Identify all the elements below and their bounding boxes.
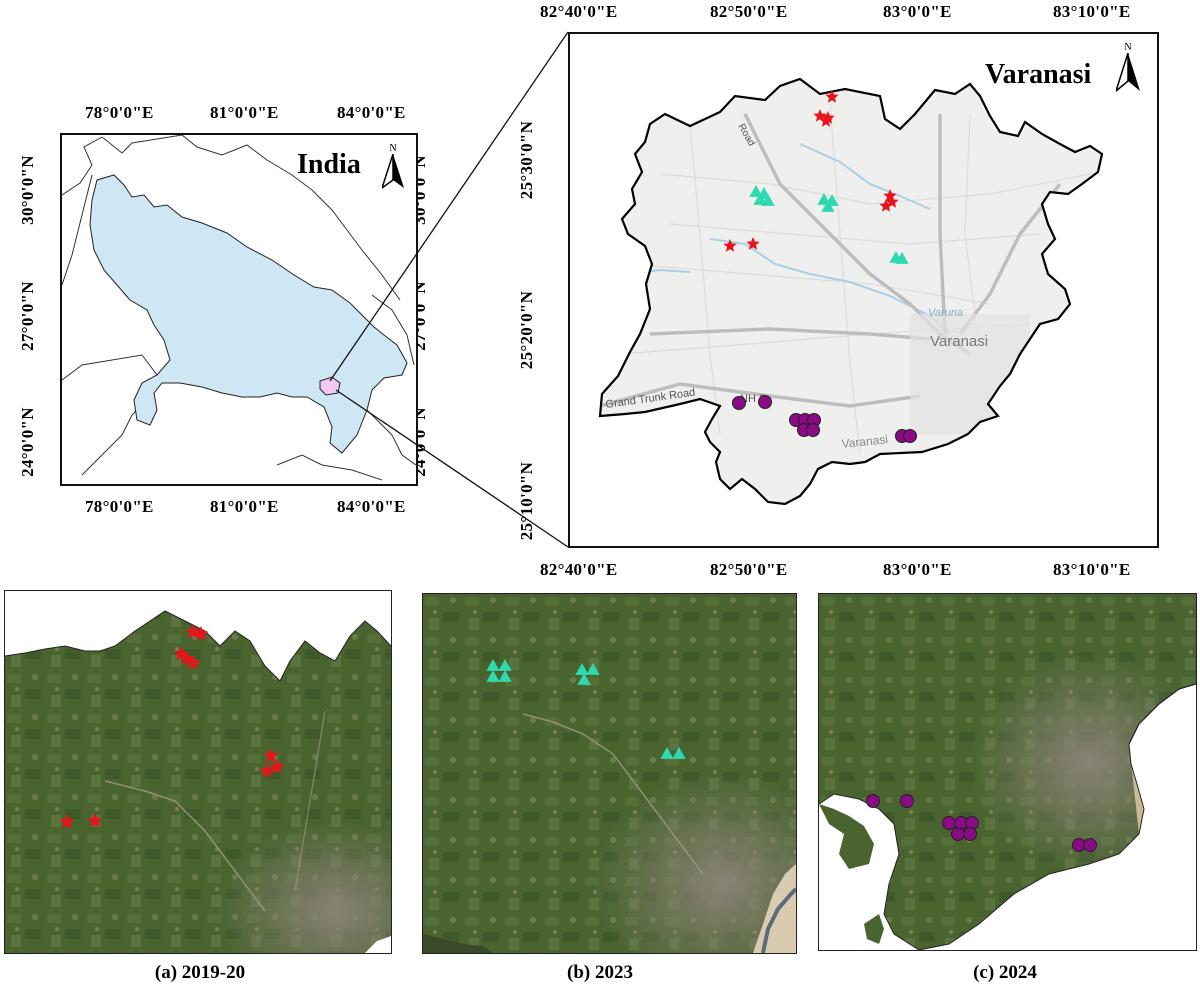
- north-label: N: [389, 143, 397, 154]
- caption-b: (b) 2023: [530, 962, 670, 984]
- caption-a: (a) 2019-20: [120, 962, 280, 984]
- triangle-marker: [660, 747, 674, 759]
- city-label: Varanasi: [930, 333, 988, 350]
- satellite-panel-b: [422, 593, 797, 954]
- circle-marker: [866, 794, 880, 808]
- markers-2024: [866, 794, 1097, 852]
- india-top-tick: 84°0'0"E: [337, 103, 406, 122]
- district-boundary: [598, 77, 1104, 506]
- caption-b-label: (b): [567, 962, 591, 983]
- river-label-varuna: Varuna: [928, 307, 963, 319]
- varanasi-map-frame: Grand Trunk Road NH 2 Road Varuna Varana…: [568, 32, 1159, 548]
- satellite-panel-a: [4, 590, 392, 954]
- india-map-svg: [62, 135, 416, 481]
- star-marker: [185, 655, 201, 670]
- north-arrow: N: [382, 143, 404, 193]
- satellite-a-svg: [5, 591, 391, 953]
- caption-b-year: 2023: [594, 962, 633, 983]
- satellite-b-svg: [423, 594, 796, 953]
- india-map-title: India: [297, 149, 361, 180]
- india-bottom-tick: 81°0'0"E: [210, 497, 279, 516]
- star-marker: [746, 237, 760, 250]
- north-arrow: N: [1116, 42, 1140, 98]
- india-bottom-tick: 84°0'0"E: [337, 497, 406, 516]
- india-top-tick: 78°0'0"E: [85, 103, 154, 122]
- star-marker: [87, 813, 103, 828]
- varanasi-top-tick: 82°50'0"E: [710, 2, 788, 21]
- city-label-secondary: Varanasi: [841, 432, 889, 451]
- north-arrow-icon: [1116, 53, 1140, 92]
- varanasi-left-tick: 25°10'0"N: [517, 461, 537, 541]
- triangle-marker: [498, 659, 512, 671]
- star-marker: [263, 748, 279, 763]
- triangle-marker: [761, 194, 775, 206]
- north-label: N: [1124, 42, 1132, 53]
- star-marker: [885, 195, 899, 208]
- varanasi-top-tick: 83°10'0"E: [1053, 2, 1131, 21]
- triangle-marker: [577, 673, 591, 685]
- star-marker: [825, 90, 839, 103]
- star-marker: [185, 624, 201, 639]
- circle-marker: [1083, 838, 1097, 852]
- star-marker: [59, 814, 75, 829]
- circle-marker: [942, 816, 956, 830]
- triangle-marker: [486, 659, 500, 671]
- satellite-c-svg: [819, 594, 1196, 950]
- triangle-marker: [749, 185, 763, 197]
- varanasi-bottom-tick: 82°50'0"E: [710, 560, 788, 579]
- triangle-marker: [895, 252, 909, 264]
- star-marker: [879, 199, 893, 212]
- caption-a-year: 2019-20: [181, 962, 246, 983]
- circle-marker: [903, 429, 917, 443]
- triangle-marker: [575, 663, 589, 675]
- varanasi-map-svg: Grand Trunk Road NH 2 Road Varuna Varana…: [570, 34, 1157, 546]
- varanasi-bottom-tick: 83°0'0"E: [883, 560, 952, 579]
- varanasi-top-tick: 82°40'0"E: [540, 2, 618, 21]
- varanasi-left-tick: 25°20'0"N: [517, 290, 537, 370]
- india-bottom-tick: 78°0'0"E: [85, 497, 154, 516]
- circle-marker: [900, 794, 914, 808]
- triangle-marker: [672, 747, 686, 759]
- caption-c-year: 2024: [998, 962, 1037, 983]
- triangle-marker: [486, 670, 500, 682]
- circle-marker: [758, 395, 772, 409]
- triangle-marker: [586, 663, 600, 675]
- satellite-panel-c: [818, 593, 1197, 951]
- varanasi-top-tick: 83°0'0"E: [883, 2, 952, 21]
- north-arrow-icon: [382, 154, 404, 189]
- triangle-marker: [498, 670, 512, 682]
- star-marker: [819, 114, 833, 127]
- star-marker: [193, 626, 209, 641]
- triangle-marker: [821, 200, 835, 212]
- circle-marker: [951, 827, 965, 841]
- star-marker: [813, 109, 827, 122]
- neighbour-boundary: [62, 135, 401, 301]
- star-marker: [259, 763, 275, 778]
- india-top-tick: 81°0'0"E: [210, 103, 279, 122]
- caption-c: (c) 2024: [935, 962, 1075, 984]
- star-marker: [269, 759, 285, 774]
- varanasi-left-tick: 25°30'0"N: [517, 120, 537, 200]
- circle-marker: [732, 396, 746, 410]
- markers-2019-20: [59, 624, 285, 829]
- circle-marker: [806, 423, 820, 437]
- india-map-frame: India N: [60, 133, 418, 486]
- varanasi-markers: [723, 90, 917, 443]
- caption-a-label: (a): [154, 962, 178, 983]
- varanasi-bottom-tick: 82°40'0"E: [540, 560, 618, 579]
- varanasi-bottom-tick: 83°10'0"E: [1053, 560, 1131, 579]
- star-marker: [723, 239, 737, 252]
- caption-c-label: (c): [973, 962, 995, 983]
- markers-2023: [486, 659, 686, 759]
- varanasi-map-title: Varanasi: [985, 59, 1092, 90]
- circle-marker: [963, 827, 977, 841]
- triangle-marker: [753, 193, 767, 205]
